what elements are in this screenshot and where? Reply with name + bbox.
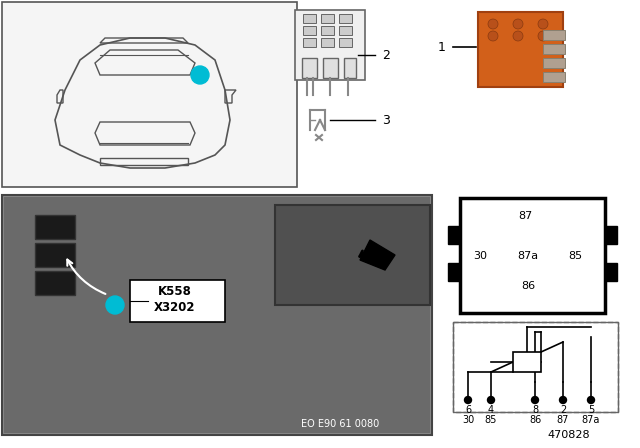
Text: 87: 87 [518,211,532,221]
Circle shape [513,19,523,29]
Bar [605,226,617,244]
Text: 87a: 87a [582,415,600,425]
Text: 5: 5 [588,405,594,415]
Circle shape [106,296,124,314]
Bar [303,38,316,47]
Circle shape [559,396,566,404]
Text: 85: 85 [568,251,582,261]
Bar [295,10,365,80]
Text: 86: 86 [529,415,541,425]
Text: X3202: X3202 [154,301,196,314]
Bar [321,26,334,35]
Bar [460,198,605,313]
Bar [605,263,617,281]
Circle shape [538,19,548,29]
Text: 87: 87 [557,415,569,425]
Circle shape [538,31,548,41]
Bar [2,2,297,187]
Bar [513,352,541,372]
Text: 30: 30 [462,415,474,425]
Text: 3: 3 [382,113,390,126]
Bar [453,322,618,412]
Bar [339,26,352,35]
Bar [2,195,432,435]
Bar [4,197,430,433]
Text: 4: 4 [488,405,494,415]
Text: 1: 1 [196,70,204,80]
Text: 1: 1 [438,40,446,53]
Circle shape [488,396,495,404]
Circle shape [488,19,498,29]
Circle shape [488,31,498,41]
Bar [543,72,565,82]
Text: 2: 2 [560,405,566,415]
Circle shape [465,396,472,404]
Circle shape [531,396,538,404]
Bar [130,280,225,322]
Bar [321,38,334,47]
Text: 87a: 87a [517,251,539,261]
Polygon shape [360,240,395,270]
Text: 1: 1 [111,300,118,310]
Bar [35,243,75,267]
Text: 30: 30 [473,251,487,261]
Bar [35,215,75,239]
Bar [344,58,356,78]
Text: 86: 86 [521,281,535,291]
Text: EO E90 61 0080: EO E90 61 0080 [301,419,379,429]
Bar [302,58,317,78]
Circle shape [513,31,523,41]
Text: K558: K558 [158,284,192,297]
Bar [303,26,316,35]
Circle shape [588,396,595,404]
Bar [339,14,352,23]
Bar [303,14,316,23]
Bar [35,271,75,295]
Text: 6: 6 [465,405,471,415]
Bar [478,12,563,87]
Bar [543,44,565,54]
Bar [275,205,430,305]
Bar [543,58,565,68]
Bar [321,14,334,23]
Bar [323,58,338,78]
Text: 8: 8 [532,405,538,415]
Circle shape [191,66,209,84]
Bar [448,226,460,244]
Bar [453,322,618,412]
Text: 85: 85 [485,415,497,425]
Text: 470828: 470828 [547,430,590,440]
Bar [339,38,352,47]
Bar [448,263,460,281]
Text: 2: 2 [382,48,390,61]
Bar [543,30,565,40]
